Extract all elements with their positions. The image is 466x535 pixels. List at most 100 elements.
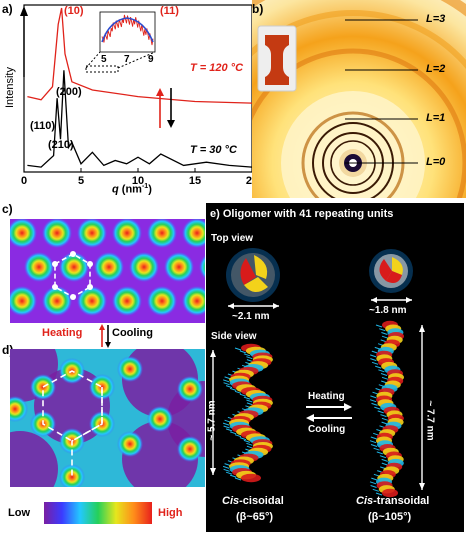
saxs-ring-3	[252, 10, 466, 70]
inset-noise-trace	[101, 14, 154, 46]
xrd-chart-svg: 05101520	[20, 4, 258, 187]
density-spot	[177, 376, 203, 402]
top-view-label: Top view	[211, 233, 254, 244]
panel-a-label: a)	[2, 2, 13, 16]
layer-label-0: L=0	[426, 156, 446, 168]
panel-cd-density-maps: c) d) Heating Cooling Low High	[0, 202, 206, 535]
layer-label-3: L=3	[426, 13, 446, 25]
inset-fit-curve	[101, 17, 154, 43]
dogbone-sample	[265, 35, 289, 85]
density-spot	[182, 219, 205, 248]
left-conformation-name: Cis-cisoidal	[222, 495, 284, 507]
peak-210-label: (210)	[48, 139, 74, 151]
cooling-label-cd: Cooling	[112, 327, 153, 339]
density-spot	[112, 219, 142, 248]
cooling-label-e: Cooling	[308, 424, 346, 435]
density-spot	[147, 219, 177, 248]
heating-label-e: Heating	[308, 391, 345, 402]
density-spot	[147, 286, 177, 316]
right-name-italic: Cis	[356, 495, 374, 507]
temp-low-label: T = 30 °C	[190, 144, 237, 156]
density-spot	[94, 252, 124, 282]
peak-200-label: (200)	[56, 86, 82, 98]
layer-label-1: L=1	[426, 112, 446, 124]
y-axis-label: Intensity	[4, 67, 16, 108]
x-tick-label: 5	[78, 175, 84, 187]
density-spot	[182, 286, 205, 316]
inset-tick-7: 7	[124, 54, 130, 65]
hexagon-overlay-d-a	[42, 370, 103, 442]
x-tick-label: 0	[21, 175, 27, 187]
density-spot	[42, 286, 72, 316]
heating-cooling-arrows	[99, 324, 111, 348]
layer-label-2: L=2	[426, 63, 446, 75]
panel-c-label: c)	[2, 202, 13, 216]
colorbar-low-label: Low	[8, 507, 30, 519]
oligomer-models-svg	[210, 248, 425, 498]
right-angle: (β~105°)	[368, 511, 412, 523]
x-axis-label: q (nm-1)	[112, 183, 152, 196]
panel-b-saxs-pattern: b) L=3 L=2 L=1 L=0	[252, 0, 466, 198]
inset-zoom-box	[85, 65, 119, 73]
inset-connector-right	[117, 51, 156, 69]
left-angle: (β~65°)	[236, 511, 274, 523]
hexagon-overlay-d-b	[71, 387, 103, 477]
density-map-c	[10, 219, 205, 323]
series-line-low	[27, 70, 253, 168]
panel-e-title: Oligomer with 41 repeating units	[222, 208, 394, 220]
x-axis-label-exp: -1	[141, 183, 149, 190]
colorbar	[44, 502, 152, 524]
panel-e-title-row: e) Oligomer with 41 repeating units	[210, 208, 393, 220]
peak-11-label: (11)	[160, 5, 179, 17]
panel-a-xrd-chart: a) 05101520 Intensity (10) (11) (200) (1…	[0, 0, 262, 200]
density-spot	[112, 286, 142, 316]
density-spot	[42, 219, 72, 248]
density-spot	[129, 252, 159, 282]
density-spot	[117, 431, 143, 457]
density-void	[10, 431, 58, 487]
panel-e-oligomer-models: e) Oligomer with 41 repeating units Top …	[206, 203, 464, 532]
dim-top-left: ~2.1 nm	[232, 311, 270, 322]
cooling-arrow-head	[167, 120, 175, 128]
heating-label-cd: Heating	[42, 327, 83, 339]
density-spot	[164, 252, 194, 282]
map-c-spots	[10, 219, 205, 316]
x-axis-label-close: )	[148, 183, 152, 196]
panel-d-label: d)	[2, 343, 14, 357]
inset-connector-left	[85, 51, 101, 69]
dim-side-right: ~ 7.7 nm	[424, 400, 436, 441]
heating-arrow-head	[156, 88, 164, 96]
panel-b-label: b)	[252, 2, 264, 16]
colorbar-high-label: High	[158, 507, 183, 519]
series-group	[27, 7, 253, 168]
density-spot	[77, 219, 107, 248]
density-spot	[117, 356, 143, 382]
density-spot	[10, 219, 37, 248]
dim-side-left: ~ 5.7 nm	[206, 400, 218, 441]
side-view-right-helix	[369, 320, 404, 498]
density-spot	[10, 396, 28, 422]
density-spot	[147, 406, 173, 432]
x-tick-label: 15	[189, 175, 201, 187]
temp-high-label: T = 120 °C	[190, 62, 244, 74]
inset-tick-5: 5	[101, 54, 107, 65]
right-name-rest: -transoidal	[373, 495, 430, 507]
peak-110-label: (110)	[30, 120, 56, 132]
density-map-d	[10, 349, 205, 487]
dim-top-right: ~1.8 nm	[369, 305, 407, 316]
left-name-italic: Cis	[222, 495, 240, 507]
density-spot	[24, 252, 54, 282]
series-line-high	[27, 7, 253, 104]
x-axis-label-unit: (nm	[118, 183, 142, 196]
saxs-inner-disc	[281, 91, 425, 198]
side-view-left-helix	[222, 343, 273, 483]
x-axis-label-q: q	[112, 183, 119, 196]
density-spot	[199, 255, 205, 279]
inset-tick-9: 9	[148, 54, 154, 65]
left-name-rest: -cisoidal	[239, 495, 284, 507]
density-spot	[59, 252, 89, 282]
x-tick-label: 10	[132, 175, 144, 187]
saxs-ring-2	[252, 48, 466, 198]
panel-e-label: e)	[210, 208, 220, 220]
density-spot	[77, 286, 107, 316]
